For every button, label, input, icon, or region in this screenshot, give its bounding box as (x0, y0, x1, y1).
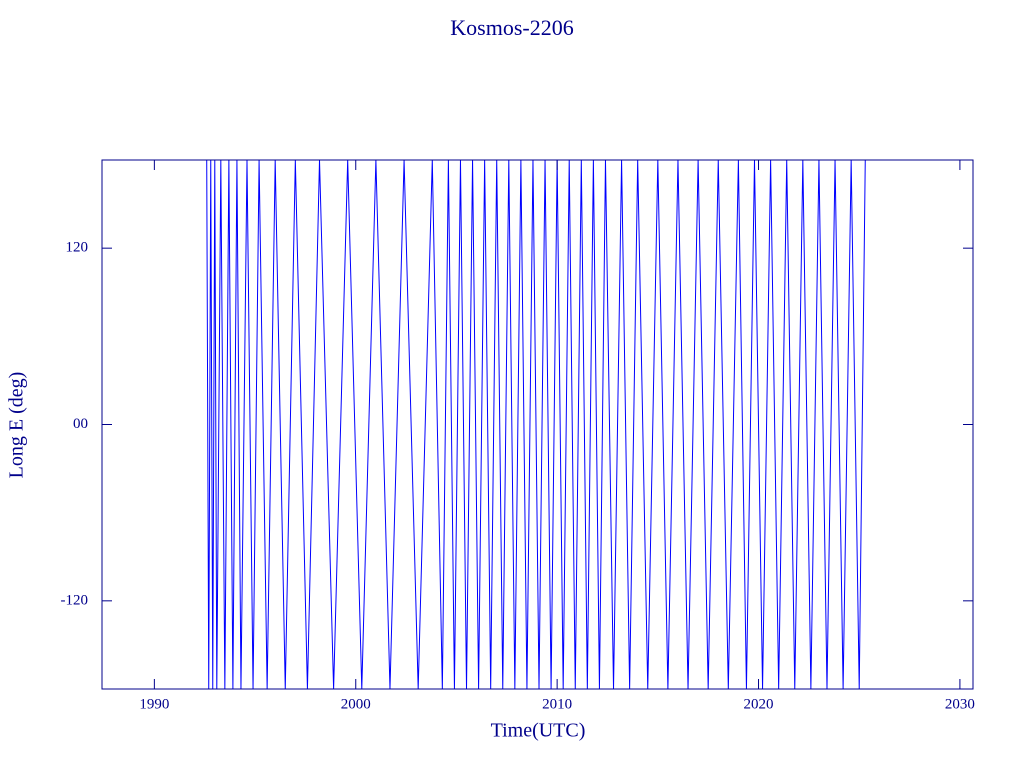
x-tick-label: 2000 (341, 696, 371, 712)
y-tick-label: -120 (61, 592, 89, 608)
y-axis-label: Long E (deg) (6, 372, 28, 479)
x-tick-label: 2020 (744, 696, 774, 712)
y-tick-label: 00 (73, 416, 88, 432)
x-tick-label: 2010 (542, 696, 572, 712)
x-tick-label: 1990 (139, 696, 169, 712)
x-tick-label: 2030 (945, 696, 975, 712)
chart-title: Kosmos-2206 (450, 15, 573, 40)
x-axis-label: Time(UTC) (491, 720, 586, 742)
data-line (206, 159, 866, 690)
y-tick-label: 120 (66, 240, 89, 256)
